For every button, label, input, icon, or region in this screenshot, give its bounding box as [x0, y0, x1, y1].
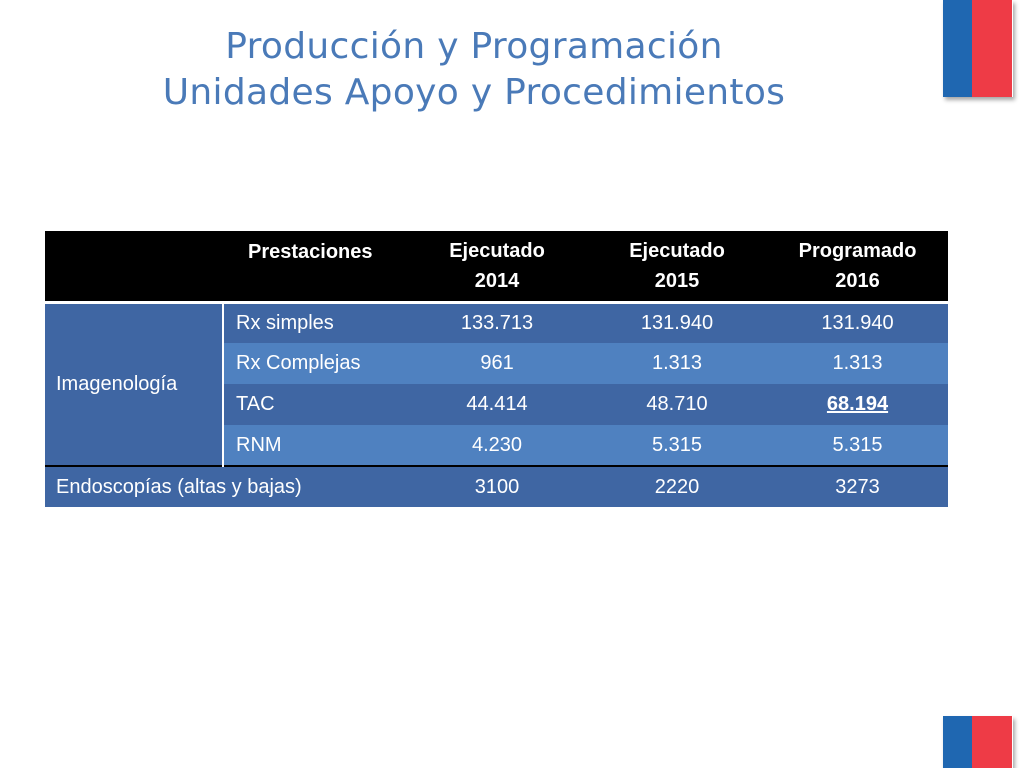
flag-red-stripe	[972, 0, 1012, 97]
header-prestaciones: Prestaciones	[45, 231, 408, 304]
table-row: Endoscopías (altas y bajas) 3100 2220 32…	[45, 465, 949, 507]
header-ejecutado-2015: Ejecutado 2015	[587, 231, 768, 304]
row-label: Rx simples	[223, 302, 408, 343]
title-line-1: Producción y Programación	[225, 26, 723, 67]
flag-blue-stripe	[943, 716, 972, 768]
cell-2016: 3273	[767, 465, 949, 507]
table-row: RNM 4.230 5.315 5.315	[45, 425, 949, 466]
flag-decoration-bottom	[943, 716, 1013, 768]
cell-2014: 4.230	[407, 425, 588, 466]
flag-blue-stripe	[943, 0, 972, 97]
row-label: TAC	[223, 384, 408, 425]
header-ejecutado-2014: Ejecutado 2014	[407, 231, 588, 304]
cell-2014: 133.713	[407, 302, 588, 343]
cell-2016: 5.315	[767, 425, 949, 466]
row-label: Rx Complejas	[223, 343, 408, 384]
slide-title: Producción y Programación Unidades Apoyo…	[0, 24, 948, 116]
cell-2014: 961	[407, 343, 588, 384]
flag-red-stripe	[972, 716, 1012, 768]
row-label: Endoscopías (altas y bajas)	[45, 465, 408, 507]
table-row: Rx Complejas 961 1.313 1.313	[45, 343, 949, 384]
row-label: RNM	[223, 425, 408, 466]
cell-2015: 131.940	[587, 302, 768, 343]
cell-2015: 5.315	[587, 425, 768, 466]
table-row: TAC 44.414 48.710 68.194	[45, 384, 949, 425]
cell-2014: 3100	[407, 465, 588, 507]
header-programado-2016: Programado 2016	[767, 231, 949, 304]
cell-2016-highlighted: 68.194	[767, 384, 949, 425]
flag-decoration-top	[943, 0, 1013, 97]
production-table: Prestaciones Ejecutado 2014 Ejecutado 20…	[45, 231, 949, 507]
table-header-row: Prestaciones Ejecutado 2014 Ejecutado 20…	[45, 231, 949, 304]
cell-2015: 1.313	[587, 343, 768, 384]
group-imagenologia: Imagenología	[45, 302, 224, 466]
cell-2015: 48.710	[587, 384, 768, 425]
title-line-2: Unidades Apoyo y Procedimientos	[162, 72, 786, 113]
cell-2016: 131.940	[767, 302, 949, 343]
cell-2016: 1.313	[767, 343, 949, 384]
cell-2014: 44.414	[407, 384, 588, 425]
table-row: Imagenología Rx simples 133.713 131.940 …	[45, 302, 949, 466]
cell-2015: 2220	[587, 465, 768, 507]
